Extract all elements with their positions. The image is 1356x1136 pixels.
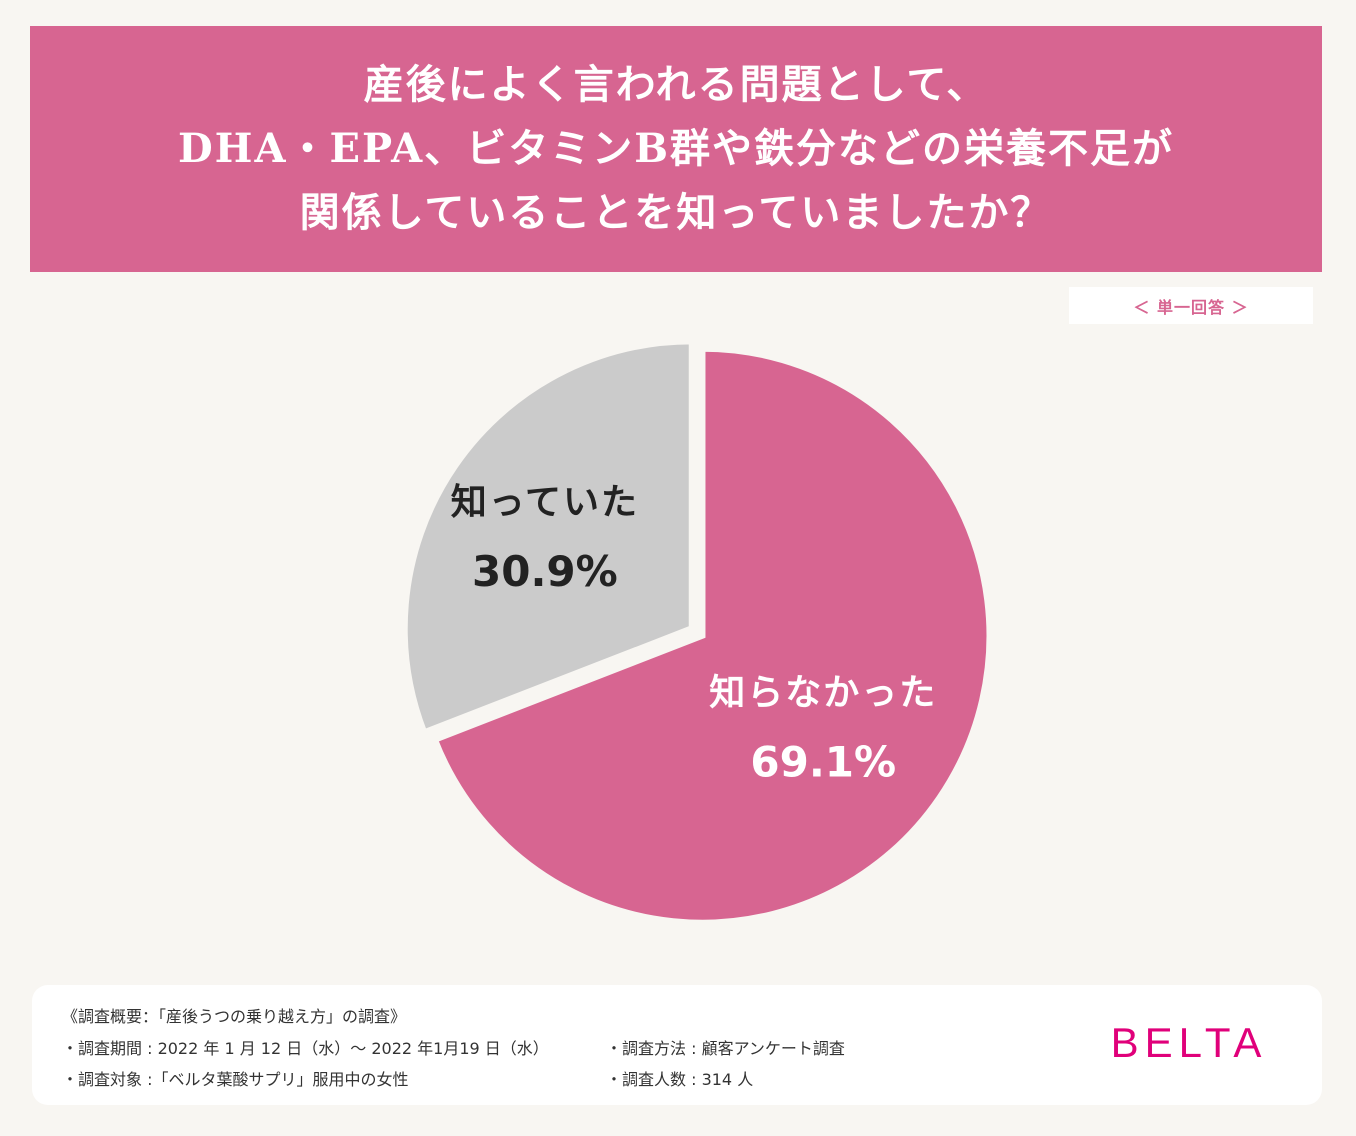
title-line-3: 関係していることを知っていましたか？ (299, 189, 1053, 236)
survey-heading: 《調査概要：「産後うつの乗り越え方」の調査》 (62, 1007, 407, 1026)
survey-count: ・調査人数 : 314 人 (606, 1070, 754, 1089)
survey-target: ・調査対象 :「ベルタ葉酸サプリ」服用中の女性 (62, 1070, 409, 1089)
survey-method: ・調査方法 : 顧客アンケート調査 (606, 1039, 845, 1058)
pie-value-label-1: 69.1% (750, 737, 896, 786)
pie-label-1: 知らなかった (709, 672, 937, 713)
pie-slice-2 (401, 338, 695, 737)
title-line-1: 産後によく言われる問題として、 (363, 61, 989, 108)
pie-value-label-2: 30.9% (472, 547, 618, 596)
pie-slice-1 (431, 345, 993, 926)
survey-period: ・調査期間 : 2022 年 1 月 12 日（水）～ 2022 年1月19 日… (62, 1039, 549, 1058)
survey-summary-box (32, 985, 1322, 1105)
pie-label-2: 知っていた (451, 482, 639, 523)
belta-logo: BELTA (1110, 1019, 1268, 1066)
title-banner: 産後によく言われる問題として、 DHA・EPA、ビタミンB群や鉄分などの栄養不足… (30, 26, 1322, 272)
answer-type-badge: ＜ 単一回答 ＞ (1069, 287, 1313, 324)
title-line-2: DHA・EPA、ビタミンB群や鉄分などの栄養不足が (177, 125, 1174, 172)
